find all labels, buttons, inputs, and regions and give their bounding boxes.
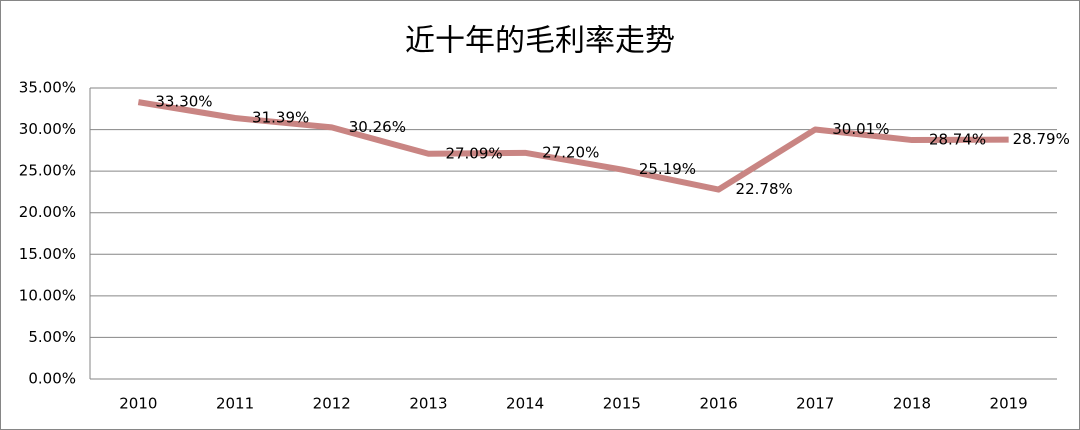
data-label: 28.74% xyxy=(929,131,986,149)
y-tick-label: 35.00% xyxy=(19,79,76,97)
y-tick-label: 30.00% xyxy=(19,120,76,138)
data-label: 27.09% xyxy=(445,144,502,162)
x-tick-label: 2014 xyxy=(506,395,544,413)
x-tick-label: 2010 xyxy=(119,395,157,413)
y-tick-label: 10.00% xyxy=(19,286,76,304)
x-tick-label: 2018 xyxy=(893,395,931,413)
x-tick-label: 2013 xyxy=(409,395,447,413)
data-label: 27.20% xyxy=(542,143,599,161)
y-tick-label: 15.00% xyxy=(19,245,76,263)
x-tick-label: 2011 xyxy=(216,395,254,413)
data-label: 30.01% xyxy=(832,120,889,138)
data-label: 33.30% xyxy=(155,93,212,111)
y-tick-label: 5.00% xyxy=(28,328,76,346)
x-tick-label: 2016 xyxy=(699,395,737,413)
data-label: 28.79% xyxy=(1013,130,1070,148)
data-label: 30.26% xyxy=(349,118,406,136)
chart-title: 近十年的毛利率走势 xyxy=(405,24,675,59)
data-label: 31.39% xyxy=(252,109,309,127)
data-label: 22.78% xyxy=(736,180,793,198)
x-tick-label: 2019 xyxy=(990,395,1028,413)
y-tick-label: 20.00% xyxy=(19,203,76,221)
line xyxy=(137,99,1009,193)
x-tick-label: 2017 xyxy=(796,395,834,413)
x-tick-label: 2012 xyxy=(313,395,351,413)
y-tick-label: 0.00% xyxy=(28,370,76,388)
y-tick-label: 25.00% xyxy=(19,162,76,180)
data-label: 25.19% xyxy=(639,160,696,178)
x-tick-label: 2015 xyxy=(603,395,641,413)
